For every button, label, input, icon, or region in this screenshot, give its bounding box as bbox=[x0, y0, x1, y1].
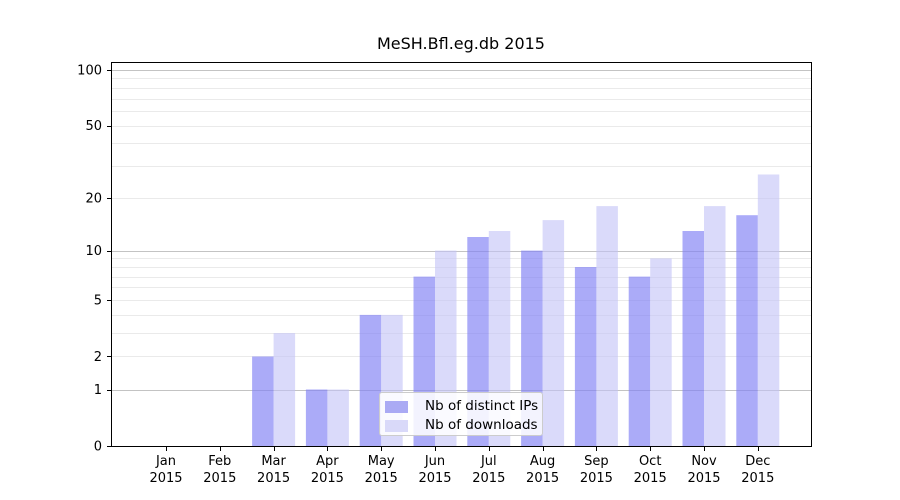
x-tick-label-month: Sep bbox=[584, 454, 609, 469]
y-tick-label: 10 bbox=[85, 244, 102, 259]
bar-downloads-dec bbox=[757, 174, 780, 446]
y-tick-label: 5 bbox=[94, 294, 102, 309]
x-tick-label-month: Apr bbox=[316, 454, 339, 469]
legend-swatch-distinct-ips bbox=[385, 400, 408, 414]
x-tick-label-month: Jun bbox=[424, 454, 445, 469]
bar-distinct-ips-mar bbox=[252, 356, 274, 446]
bar-distinct-ips-apr bbox=[305, 389, 328, 446]
x-tick-label-month: Dec bbox=[745, 454, 770, 469]
bar-downloads-oct bbox=[650, 258, 672, 446]
x-tick-label-year: 2015 bbox=[687, 471, 720, 486]
legend-label-distinct-ips: Nb of distinct IPs bbox=[425, 398, 539, 415]
x-tick-label-year: 2015 bbox=[257, 471, 290, 486]
x-tick-label-month: Feb bbox=[208, 454, 231, 469]
bar-downloads-nov bbox=[704, 206, 726, 446]
bar-distinct-ips-nov bbox=[682, 231, 704, 446]
bar-downloads-aug bbox=[542, 220, 565, 446]
x-tick-label-year: 2015 bbox=[634, 471, 667, 486]
x-tick-label-month: Aug bbox=[530, 454, 555, 469]
bar-downloads-mar bbox=[273, 333, 296, 446]
legend-swatch-downloads bbox=[385, 419, 408, 433]
legend-label-downloads: Nb of downloads bbox=[425, 417, 538, 434]
x-tick-label-month: Oct bbox=[639, 454, 661, 469]
y-tick-label: 50 bbox=[85, 119, 102, 134]
bar-distinct-ips-may bbox=[359, 314, 382, 446]
y-tick-label: 1 bbox=[94, 383, 102, 398]
x-tick-label-year: 2015 bbox=[311, 471, 344, 486]
x-tick-label-year: 2015 bbox=[418, 471, 451, 486]
legend-item-distinct-ips: Nb of distinct IPs bbox=[385, 399, 542, 415]
y-tick-label: 2 bbox=[94, 350, 102, 365]
bar-distinct-ips-dec bbox=[736, 215, 758, 446]
x-tick-label-year: 2015 bbox=[472, 471, 505, 486]
x-tick-label-year: 2015 bbox=[365, 471, 398, 486]
y-tick-label: 20 bbox=[85, 192, 102, 207]
x-tick-label-month: Jan bbox=[155, 454, 176, 469]
bar-distinct-ips-oct bbox=[628, 276, 651, 446]
bar-downloads-apr bbox=[327, 389, 349, 446]
x-tick-label-month: May bbox=[368, 454, 395, 469]
x-tick-label-year: 2015 bbox=[580, 471, 613, 486]
bar-distinct-ips-sep bbox=[574, 267, 597, 446]
x-tick-label-year: 2015 bbox=[149, 471, 182, 486]
legend: Nb of distinct IPs Nb of downloads bbox=[379, 392, 543, 436]
x-tick-label-month: Nov bbox=[691, 454, 717, 469]
x-tick-label-month: Mar bbox=[261, 454, 286, 469]
bar-downloads-sep bbox=[596, 206, 618, 446]
x-tick-label-month: Jul bbox=[480, 454, 497, 469]
x-tick-label-year: 2015 bbox=[741, 471, 774, 486]
y-tick-label: 100 bbox=[77, 64, 102, 79]
y-tick-label: 0 bbox=[94, 440, 102, 455]
plot-border bbox=[111, 62, 812, 447]
legend-item-downloads: Nb of downloads bbox=[385, 418, 542, 434]
x-tick-label-year: 2015 bbox=[526, 471, 559, 486]
x-tick-label-year: 2015 bbox=[203, 471, 236, 486]
chart-title: MeSH.Bfl.eg.db 2015 bbox=[377, 34, 545, 53]
